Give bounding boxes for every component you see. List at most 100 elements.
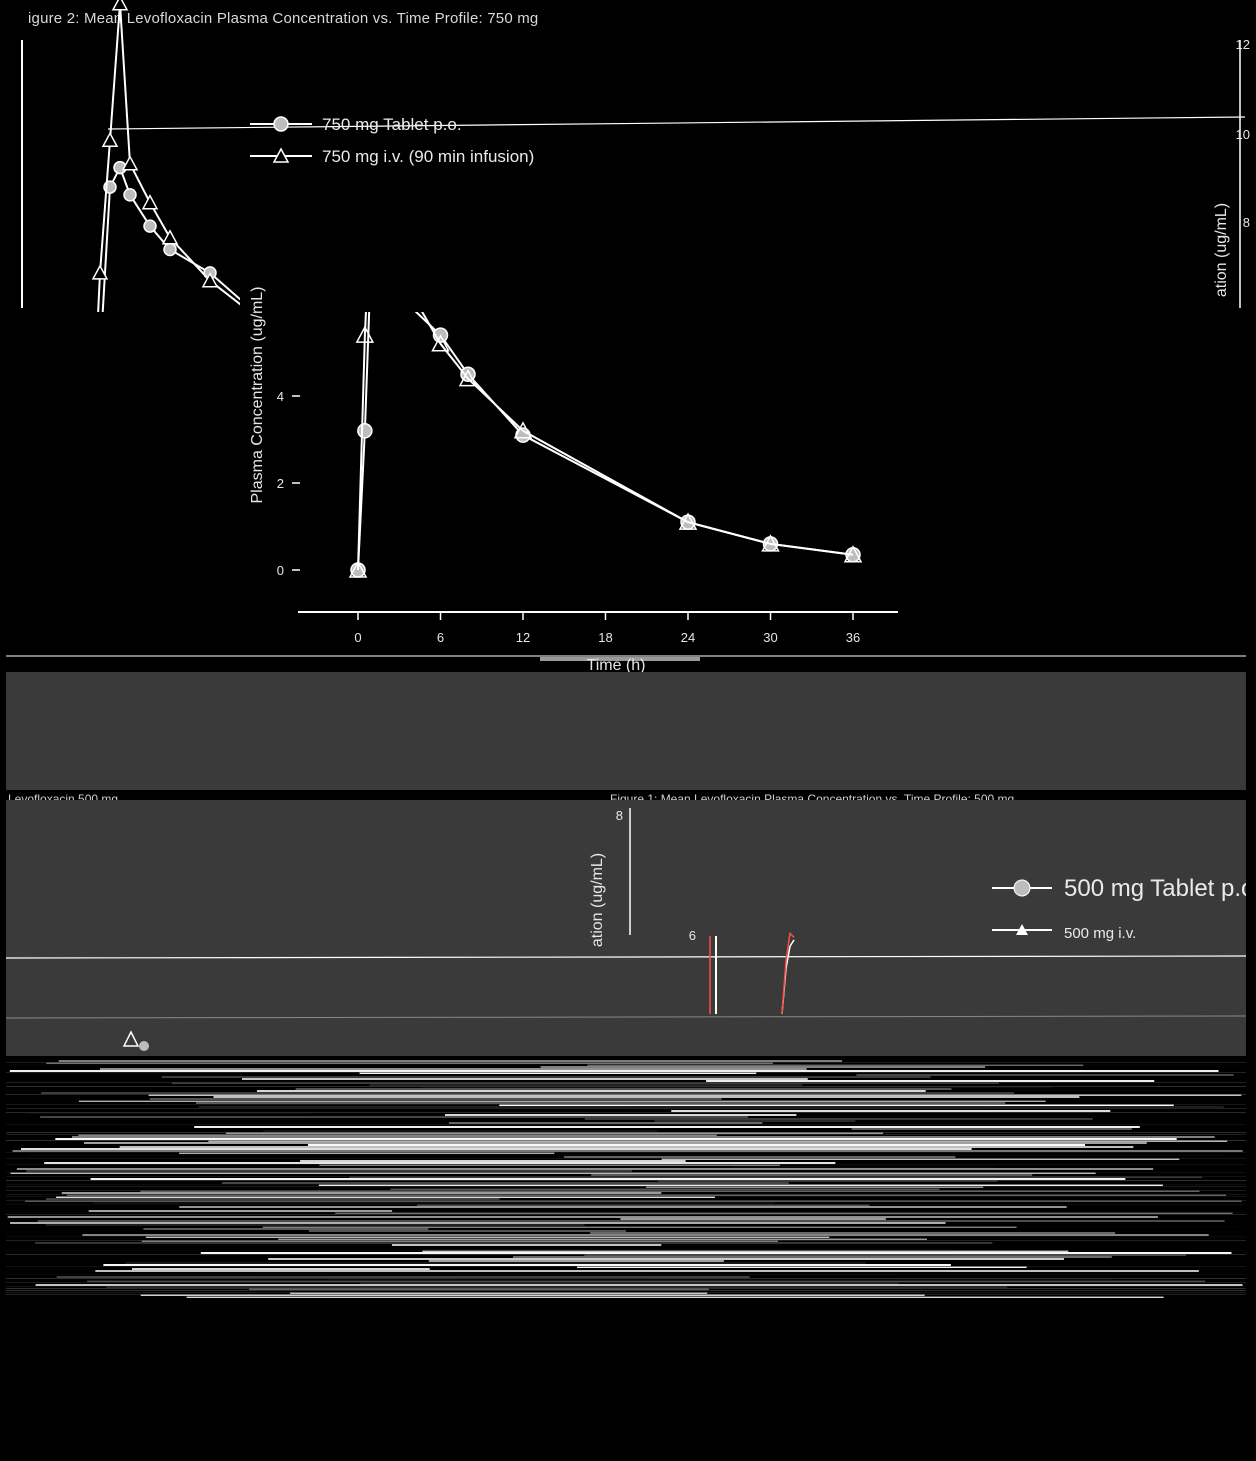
scan-streak [95,1270,1199,1272]
scan-streak-dark [6,1288,1246,1289]
right-y-axis-title: ation (ug/mL) [1213,203,1230,297]
lower-series-line-1 [781,931,795,1015]
scan-streak [250,1208,958,1210]
x-tick-label: 24 [681,630,695,645]
upper-point-triangle [201,272,219,288]
lower-reference-line [6,955,1246,959]
scan-streak-dark [6,1172,1246,1173]
scan-streak-dark [6,1188,1246,1189]
scan-streak-dark [6,1272,1246,1273]
scan-streak-dark [6,1214,1246,1215]
upper-point-triangle [91,264,109,280]
legend-label: 750 mg Tablet p.o. [322,115,462,134]
plot-axes [6,40,1246,661]
data-point-triangle [431,334,450,352]
scan-streak [125,1262,866,1264]
scan-streak [706,1080,1155,1082]
scan-streak [161,1076,931,1078]
scan-streak-dark [6,1072,1246,1073]
scan-streak [196,1102,1006,1104]
lower-y-tick-label: 6 [689,928,696,943]
xlabel-underline [540,657,700,661]
right-y-tick-label: 10 [1236,127,1250,142]
lower-chart-panel: ation (ug/mL)86 500 mg Tablet p.o.500 mg… [6,800,1246,1056]
scan-streak-dark [6,1190,1246,1191]
reference-line [107,116,1246,130]
scan-streak [222,1182,789,1184]
scan-streak-dark [6,1108,1246,1109]
scan-streak [444,1114,797,1116]
scan-streak [420,1246,1089,1248]
scan-streak [26,1170,632,1172]
scan-streak-dark [6,1250,1246,1251]
scan-streak [7,1216,1158,1218]
scan-streak [268,1258,1064,1260]
scan-streak [730,1166,994,1168]
data-point-triangle [761,534,780,552]
scan-streak-dark [6,1204,1246,1205]
plot-legend: 750 mg Tablet p.o. 750 mg i.v. (90 min in… [250,115,534,166]
scan-streak-dark [6,1278,1246,1279]
y-tick-label: 2 [277,476,284,491]
upper-series-line-0 [101,165,240,312]
scan-streak-dark [6,1248,1246,1249]
x-axis-title: Time (h) [587,657,646,672]
legend-marker-triangle [272,147,290,163]
data-point-triangle [513,421,533,439]
scan-streak [179,1206,1067,1208]
scan-streak-dark [6,1240,1246,1241]
plot-series [91,0,863,578]
scan-streak [856,1074,1234,1076]
data-point-triangle [843,545,863,563]
scan-streak [308,1230,626,1232]
scan-streak [590,1232,1116,1234]
scan-streak [56,1276,750,1278]
scan-streak-dark [6,1082,1246,1083]
scan-streak-dark [6,1180,1246,1181]
scan-streak-dark [6,1134,1246,1135]
scan-streak-dark [6,1124,1246,1125]
scan-artifact-band [6,1060,1246,1298]
scan-streak [46,1198,500,1200]
scan-streak-dark [6,1280,1246,1281]
scan-streak [90,1178,1126,1180]
lower-grid-line [6,1015,1246,1019]
upper-point-circle [123,188,137,202]
scan-streak-dark [6,1086,1246,1087]
x-tick-label: 18 [598,630,612,645]
scan-streak [369,1084,803,1086]
scan-streak [71,1136,1215,1138]
scan-streak [143,1228,429,1230]
scan-streak [513,1256,1112,1258]
scan-streak [37,1220,1225,1222]
upper-series-line-1 [97,3,240,312]
scan-streak [119,1146,1134,1148]
y-tick-label: 0 [277,563,284,578]
gray-band [6,672,1246,790]
scan-streak-dark [6,1296,1246,1297]
scan-streak [44,1162,836,1164]
scan-streak-dark [6,1112,1246,1113]
data-point-circle [357,423,373,439]
scan-streak [213,1096,1080,1098]
scan-streak [84,1142,1147,1144]
scan-streak [198,1106,1224,1108]
x-tick-label: 0 [354,630,361,645]
scan-streak [12,1150,1243,1152]
scan-streak [41,1092,1014,1094]
scan-streak-dark [6,1266,1246,1267]
lower-point-triangle [122,1030,140,1047]
scan-streak [256,1090,926,1092]
figure-caption-top: igure 2: Mean Levofloxacin Plasma Concen… [28,10,539,27]
upper-point-triangle [161,229,179,245]
scan-streak-dark [6,1226,1246,1227]
x-tick-label: 6 [437,630,444,645]
scan-streak-dark [6,1186,1246,1187]
data-point-triangle [348,560,368,578]
scan-streak-dark [6,1274,1246,1275]
scan-streak-dark [6,1196,1246,1197]
scan-streak-dark [6,1104,1246,1105]
scan-streak-dark [6,1282,1246,1283]
